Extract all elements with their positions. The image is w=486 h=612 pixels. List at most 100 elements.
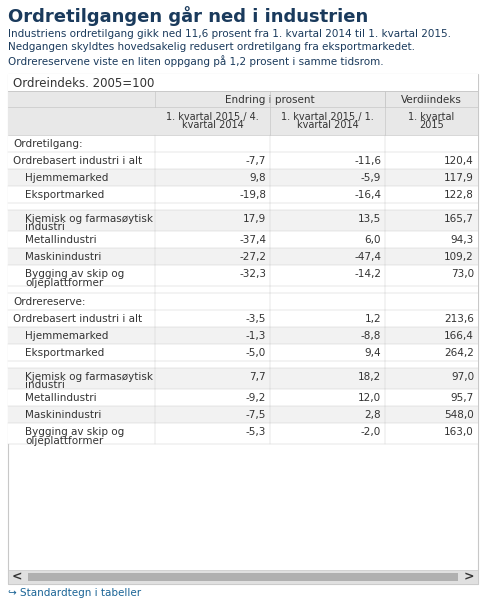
Bar: [8, 231, 478, 248]
Text: 1. kvartal 2015 / 4.: 1. kvartal 2015 / 4.: [166, 112, 259, 122]
Text: -47,4: -47,4: [354, 252, 381, 262]
Bar: [8, 135, 478, 152]
Text: Eksportmarked: Eksportmarked: [25, 348, 104, 358]
Text: 9,8: 9,8: [249, 173, 266, 183]
Text: Ordrebasert industri i alt: Ordrebasert industri i alt: [13, 314, 142, 324]
Text: -19,8: -19,8: [239, 190, 266, 200]
Text: -5,0: -5,0: [246, 348, 266, 358]
Text: -14,2: -14,2: [354, 269, 381, 279]
Text: 166,4: 166,4: [444, 331, 474, 341]
Text: Hjemmemarked: Hjemmemarked: [25, 331, 108, 341]
Text: 165,7: 165,7: [444, 214, 474, 224]
Text: Bygging av skip og: Bygging av skip og: [25, 427, 124, 437]
Text: Ordrereservene viste en liten oppgang på 1,2 prosent i samme tidsrom.: Ordrereservene viste en liten oppgang på…: [8, 55, 383, 67]
Text: 548,0: 548,0: [444, 410, 474, 420]
Text: 12,0: 12,0: [358, 393, 381, 403]
Text: Ordretilgang:: Ordretilgang:: [13, 139, 83, 149]
Text: kvartal 2014: kvartal 2014: [182, 121, 243, 130]
Text: Endring i prosent: Endring i prosent: [225, 95, 315, 105]
Text: 97,0: 97,0: [451, 372, 474, 382]
Bar: [8, 293, 478, 310]
Text: 95,7: 95,7: [451, 393, 474, 403]
Text: Eksportmarked: Eksportmarked: [25, 190, 104, 200]
Bar: [8, 423, 478, 444]
Text: kvartal 2014: kvartal 2014: [296, 121, 358, 130]
Text: Ordretilgangen går ned i industrien: Ordretilgangen går ned i industrien: [8, 6, 368, 26]
Text: 17,9: 17,9: [243, 214, 266, 224]
Text: 94,3: 94,3: [451, 235, 474, 245]
Text: 1. kvartal: 1. kvartal: [408, 112, 454, 122]
Text: ↪ Standardtegn i tabeller: ↪ Standardtegn i tabeller: [8, 588, 141, 598]
Text: 2,8: 2,8: [364, 410, 381, 420]
Text: -27,2: -27,2: [239, 252, 266, 262]
Text: 7,7: 7,7: [249, 372, 266, 382]
Bar: [8, 210, 478, 231]
Bar: [8, 570, 478, 584]
Text: 2015: 2015: [419, 121, 444, 130]
Bar: [8, 344, 478, 361]
Text: 120,4: 120,4: [444, 156, 474, 166]
Bar: [8, 74, 478, 584]
Text: 163,0: 163,0: [444, 427, 474, 437]
Text: >: >: [464, 570, 474, 583]
Text: -5,9: -5,9: [361, 173, 381, 183]
Bar: [8, 203, 478, 210]
Text: Metallindustri: Metallindustri: [25, 393, 97, 403]
Text: Kjemisk og farmasøytisk: Kjemisk og farmasøytisk: [25, 214, 153, 224]
Text: 13,5: 13,5: [358, 214, 381, 224]
Text: -11,6: -11,6: [354, 156, 381, 166]
Text: Bygging av skip og: Bygging av skip og: [25, 269, 124, 279]
Bar: [8, 368, 478, 389]
Text: 6,0: 6,0: [364, 235, 381, 245]
Text: -7,7: -7,7: [245, 156, 266, 166]
Text: 9,4: 9,4: [364, 348, 381, 358]
Text: oljeplattformer: oljeplattformer: [25, 436, 103, 446]
Text: Metallindustri: Metallindustri: [25, 235, 97, 245]
Text: 117,9: 117,9: [444, 173, 474, 183]
Text: 1,2: 1,2: [364, 314, 381, 324]
Text: 264,2: 264,2: [444, 348, 474, 358]
Text: -2,0: -2,0: [361, 427, 381, 437]
Bar: [28, 573, 458, 581]
Text: -7,5: -7,5: [245, 410, 266, 420]
Text: -37,4: -37,4: [239, 235, 266, 245]
Text: industri: industri: [25, 381, 65, 390]
Text: Ordreindeks. 2005=100: Ordreindeks. 2005=100: [13, 77, 155, 90]
Text: <: <: [12, 570, 22, 583]
Text: Industriens ordretilgang gikk ned 11,6 prosent fra 1. kvartal 2014 til 1. kvarta: Industriens ordretilgang gikk ned 11,6 p…: [8, 29, 451, 39]
Bar: [8, 310, 478, 327]
Bar: [8, 327, 478, 344]
Bar: [8, 91, 478, 107]
Text: oljeplattformer: oljeplattformer: [25, 277, 103, 288]
Text: 213,6: 213,6: [444, 314, 474, 324]
Text: -16,4: -16,4: [354, 190, 381, 200]
Text: Verdiindeks: Verdiindeks: [401, 95, 462, 105]
Text: Kjemisk og farmasøytisk: Kjemisk og farmasøytisk: [25, 372, 153, 382]
Text: -32,3: -32,3: [239, 269, 266, 279]
Bar: [8, 186, 478, 203]
Bar: [8, 152, 478, 169]
Text: -8,8: -8,8: [361, 331, 381, 341]
Bar: [8, 286, 478, 293]
Text: Maskinindustri: Maskinindustri: [25, 410, 102, 420]
Bar: [8, 248, 478, 265]
Text: Nedgangen skyldtes hovedsakelig redusert ordretilgang fra eksportmarkedet.: Nedgangen skyldtes hovedsakelig redusert…: [8, 42, 415, 52]
Text: Ordrebasert industri i alt: Ordrebasert industri i alt: [13, 156, 142, 166]
Text: -3,5: -3,5: [245, 314, 266, 324]
Bar: [8, 107, 478, 135]
Bar: [8, 74, 478, 91]
Text: Maskinindustri: Maskinindustri: [25, 252, 102, 262]
Text: industri: industri: [25, 223, 65, 233]
Text: 122,8: 122,8: [444, 190, 474, 200]
Text: Ordrereserve:: Ordrereserve:: [13, 297, 86, 307]
Text: -5,3: -5,3: [245, 427, 266, 437]
Text: 109,2: 109,2: [444, 252, 474, 262]
Bar: [8, 389, 478, 406]
Text: 18,2: 18,2: [358, 372, 381, 382]
Bar: [8, 361, 478, 368]
Text: -9,2: -9,2: [245, 393, 266, 403]
Bar: [8, 169, 478, 186]
Text: 1. kvartal 2015 / 1.: 1. kvartal 2015 / 1.: [281, 112, 374, 122]
Text: 73,0: 73,0: [451, 269, 474, 279]
Bar: [8, 265, 478, 286]
